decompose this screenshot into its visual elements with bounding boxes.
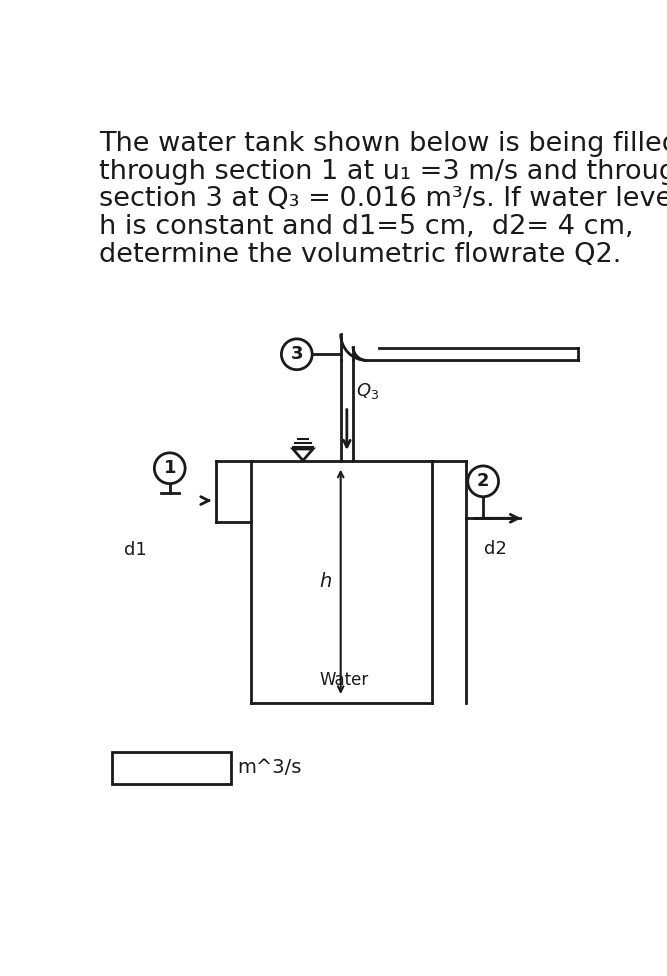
Text: through section 1 at u₁ =3 m/s and through: through section 1 at u₁ =3 m/s and throu… <box>99 159 667 184</box>
Text: d1: d1 <box>123 542 147 559</box>
Text: h is constant and d1=5 cm,  d2= 4 cm,: h is constant and d1=5 cm, d2= 4 cm, <box>99 214 634 240</box>
Text: h: h <box>319 572 331 591</box>
Text: Water: Water <box>320 671 369 689</box>
Text: 2: 2 <box>477 472 490 490</box>
Text: $Q_3$: $Q_3$ <box>356 382 380 401</box>
Text: determine the volumetric flowrate Q2.: determine the volumetric flowrate Q2. <box>99 242 621 267</box>
FancyBboxPatch shape <box>112 752 231 784</box>
Text: 3: 3 <box>291 346 303 363</box>
Text: m^3/s: m^3/s <box>237 758 302 777</box>
Text: The water tank shown below is being filled: The water tank shown below is being fill… <box>99 131 667 157</box>
Text: d2: d2 <box>484 540 507 558</box>
Text: 1: 1 <box>163 460 176 477</box>
Text: section 3 at Q₃ = 0.016 m³/s. If water level: section 3 at Q₃ = 0.016 m³/s. If water l… <box>99 186 667 213</box>
